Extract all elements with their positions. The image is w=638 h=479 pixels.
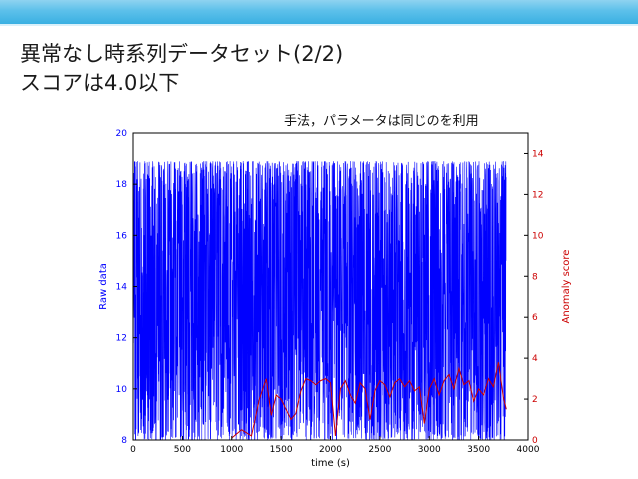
anomaly-score-series bbox=[231, 362, 507, 439]
x-tick-label: 4000 bbox=[517, 445, 540, 455]
y-tick-label: 16 bbox=[116, 231, 128, 241]
y-tick-label: 12 bbox=[116, 334, 127, 344]
x-tick-label: 3500 bbox=[467, 445, 490, 455]
y-tick-label: 20 bbox=[116, 129, 128, 139]
x-tick-label: 500 bbox=[174, 445, 191, 455]
x-tick-label: 1500 bbox=[270, 445, 293, 455]
y-tick-label: 18 bbox=[116, 180, 128, 190]
x-axis-ticks: 0 500 1000 1500 2000 2500 3000 3500 4000 bbox=[130, 436, 540, 455]
title-line-1: 異常なし時系列データセット(2/2) bbox=[20, 42, 344, 66]
y2-tick-label: 14 bbox=[532, 149, 544, 159]
x-tick-label: 2000 bbox=[319, 445, 342, 455]
anomaly-score-line bbox=[231, 362, 507, 439]
method-note: 手法，パラメータは同じのを利用 bbox=[284, 114, 479, 129]
raw-data-line bbox=[132, 161, 507, 441]
y2-tick-label: 0 bbox=[532, 436, 538, 446]
x-axis-label: time (s) bbox=[311, 458, 350, 469]
y2-tick-label: 2 bbox=[532, 395, 538, 405]
x-tick-label: 1000 bbox=[220, 445, 243, 455]
y2-tick-label: 6 bbox=[532, 313, 538, 323]
header-bar bbox=[0, 0, 638, 24]
y-tick-label: 14 bbox=[116, 283, 128, 293]
x-tick-label: 3000 bbox=[418, 445, 441, 455]
header-divider bbox=[0, 24, 638, 26]
y-tick-label: 10 bbox=[116, 385, 128, 395]
y2-tick-label: 10 bbox=[532, 231, 544, 241]
raw-data-series bbox=[132, 161, 507, 441]
y2-tick-label: 12 bbox=[532, 190, 543, 200]
title-line-2: スコアは4.0以下 bbox=[20, 71, 180, 95]
y-axis-ticks: 8 10 12 14 16 18 20 bbox=[116, 129, 137, 446]
y2-axis-ticks: 0 2 4 6 8 10 12 14 bbox=[524, 149, 544, 446]
y2-tick-label: 8 bbox=[532, 272, 538, 282]
x-tick-label: 2500 bbox=[368, 445, 391, 455]
y2-axis-label: Anomaly score bbox=[561, 250, 572, 324]
y-axis-label: Raw data bbox=[98, 263, 109, 310]
slide-title: 異常なし時系列データセット(2/2) スコアは4.0以下 bbox=[20, 40, 343, 98]
x-tick-label: 0 bbox=[130, 445, 136, 455]
y-tick-label: 8 bbox=[121, 436, 127, 446]
y2-tick-label: 4 bbox=[532, 354, 538, 364]
